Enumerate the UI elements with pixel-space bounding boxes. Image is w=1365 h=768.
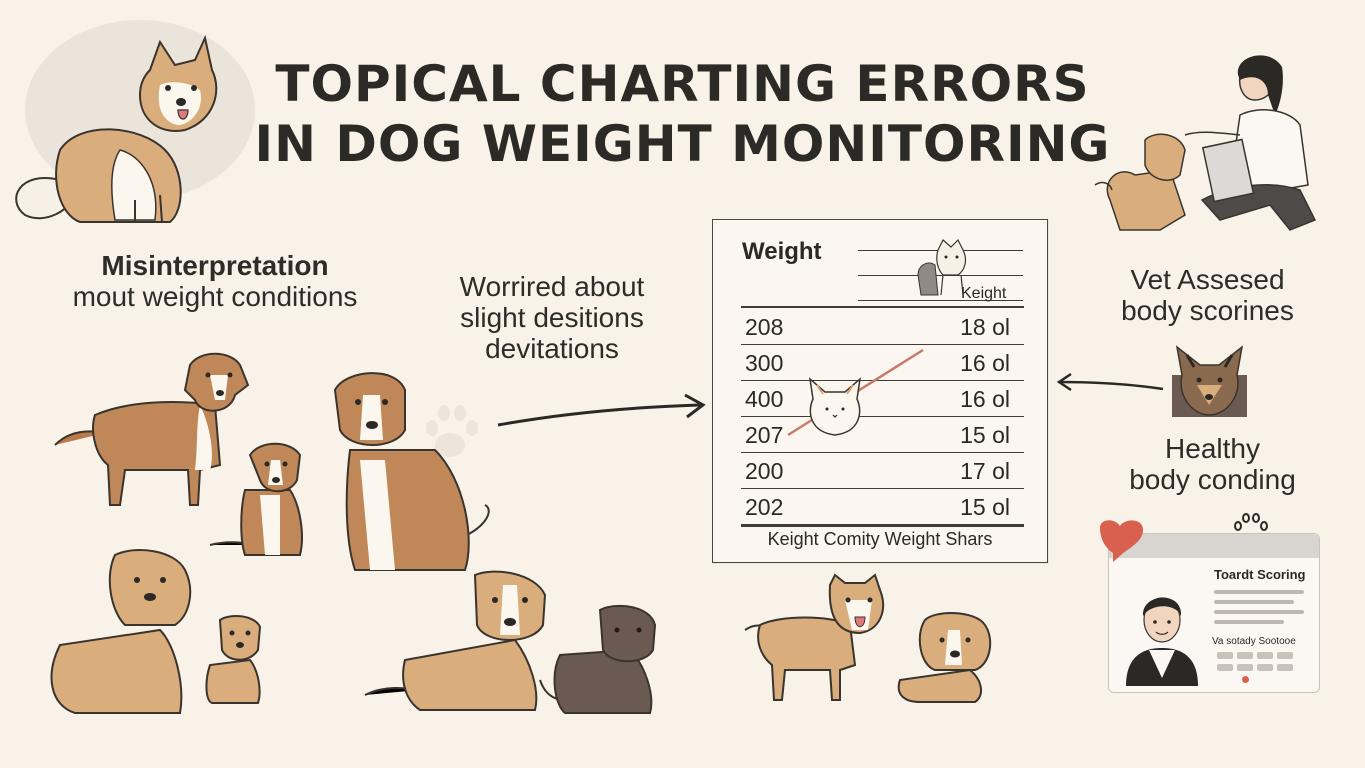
dark-dog-illustration — [539, 604, 657, 714]
shepherd-dog-icon — [1172, 345, 1247, 417]
row-value-left: 202 — [745, 494, 784, 520]
scoring-card-subtitle: Va sotady Sootooe — [1212, 636, 1296, 647]
scoring-card-title: Toardt Scoring — [1214, 567, 1306, 582]
fluffy-sitting-dog-illustration — [15, 20, 255, 223]
healthy-caption-line-1: Healthy — [1165, 433, 1260, 464]
arrow-right-icon — [497, 393, 706, 427]
vet-caption-line-2: body scorines — [1121, 295, 1294, 326]
small-sitting-dog-illustration — [209, 442, 303, 556]
title-line-1: TOPICAL CHARTING ERRORS — [275, 55, 1090, 113]
column-header: Keight — [961, 285, 1007, 302]
worried-line-1: Worrired about — [459, 271, 645, 302]
misinterpretation-caption: Misinterpretation mout weight conditions — [55, 250, 375, 312]
small-dogs-icon — [917, 238, 967, 296]
row-value-right: 15 ol — [960, 422, 1010, 448]
chart-title: Weight — [742, 238, 822, 265]
row-value-right: 17 ol — [960, 458, 1010, 484]
misinterpretation-subtext: mout weight conditions — [72, 281, 358, 312]
table-row: 400 16 ol — [741, 381, 1024, 417]
vet-caption: Vet Assesed body scorines — [1095, 264, 1320, 326]
row-value-left: 300 — [745, 350, 784, 376]
spaniel-sitting-illustration — [50, 549, 192, 714]
row-value-left: 200 — [745, 458, 784, 484]
row-value-right: 16 ol — [960, 386, 1010, 412]
status-dot — [1242, 676, 1249, 683]
arrow-left-icon — [1056, 372, 1164, 392]
worried-line-3: devitations — [485, 333, 619, 364]
table-row: 200 17 ol — [741, 453, 1024, 489]
row-value-right: 15 ol — [960, 494, 1010, 520]
misinterpretation-heading: Misinterpretation — [101, 250, 329, 281]
standing-brown-dog-illustration — [54, 352, 250, 506]
healthy-caption: Healthy body conding — [1100, 433, 1325, 495]
row-value-right: 16 ol — [960, 350, 1010, 376]
vet-with-dog-illustration — [1094, 55, 1317, 231]
healthy-caption-line-2: body conding — [1129, 464, 1296, 495]
table-row: 202 15 ol — [741, 489, 1024, 527]
large-sitting-beagle-illustration — [333, 372, 490, 571]
title-line-2: IN DOG WEIGHT MONITORING — [254, 115, 1111, 173]
vet-caption-line-1: Vet Assesed — [1130, 264, 1285, 295]
row-value-left: 400 — [745, 386, 784, 412]
puppy-illustration — [205, 614, 262, 704]
happy-dog-illustration — [744, 573, 885, 701]
body-scoring-card: Toardt Scoring Va sotady Sootooe — [1108, 533, 1320, 693]
table-row: 207 15 ol — [741, 417, 1024, 453]
cat-icon — [808, 377, 862, 436]
card-header-bar — [1109, 534, 1319, 558]
chart-footer: Keight Comity Weight Shars — [767, 529, 993, 549]
worried-line-2: slight desitions — [460, 302, 644, 333]
table-row: 300 16 ol — [741, 345, 1024, 381]
avatar — [1126, 597, 1198, 686]
heart-speech-icon — [1100, 520, 1143, 562]
row-value-left: 207 — [745, 422, 784, 448]
paw-print-icon — [426, 405, 478, 457]
cocker-puppy-illustration — [897, 612, 992, 703]
lying-beagle-illustration — [364, 570, 547, 711]
worried-caption: Worrired about slight desitions devitati… — [432, 271, 672, 364]
row-value-right: 18 ol — [960, 314, 1010, 340]
row-value-left: 208 — [745, 314, 784, 340]
weight-chart-card: Weight Keight 208 18 ol 300 16 ol 400 16… — [712, 219, 1048, 563]
table-row: 208 18 ol — [741, 309, 1024, 345]
